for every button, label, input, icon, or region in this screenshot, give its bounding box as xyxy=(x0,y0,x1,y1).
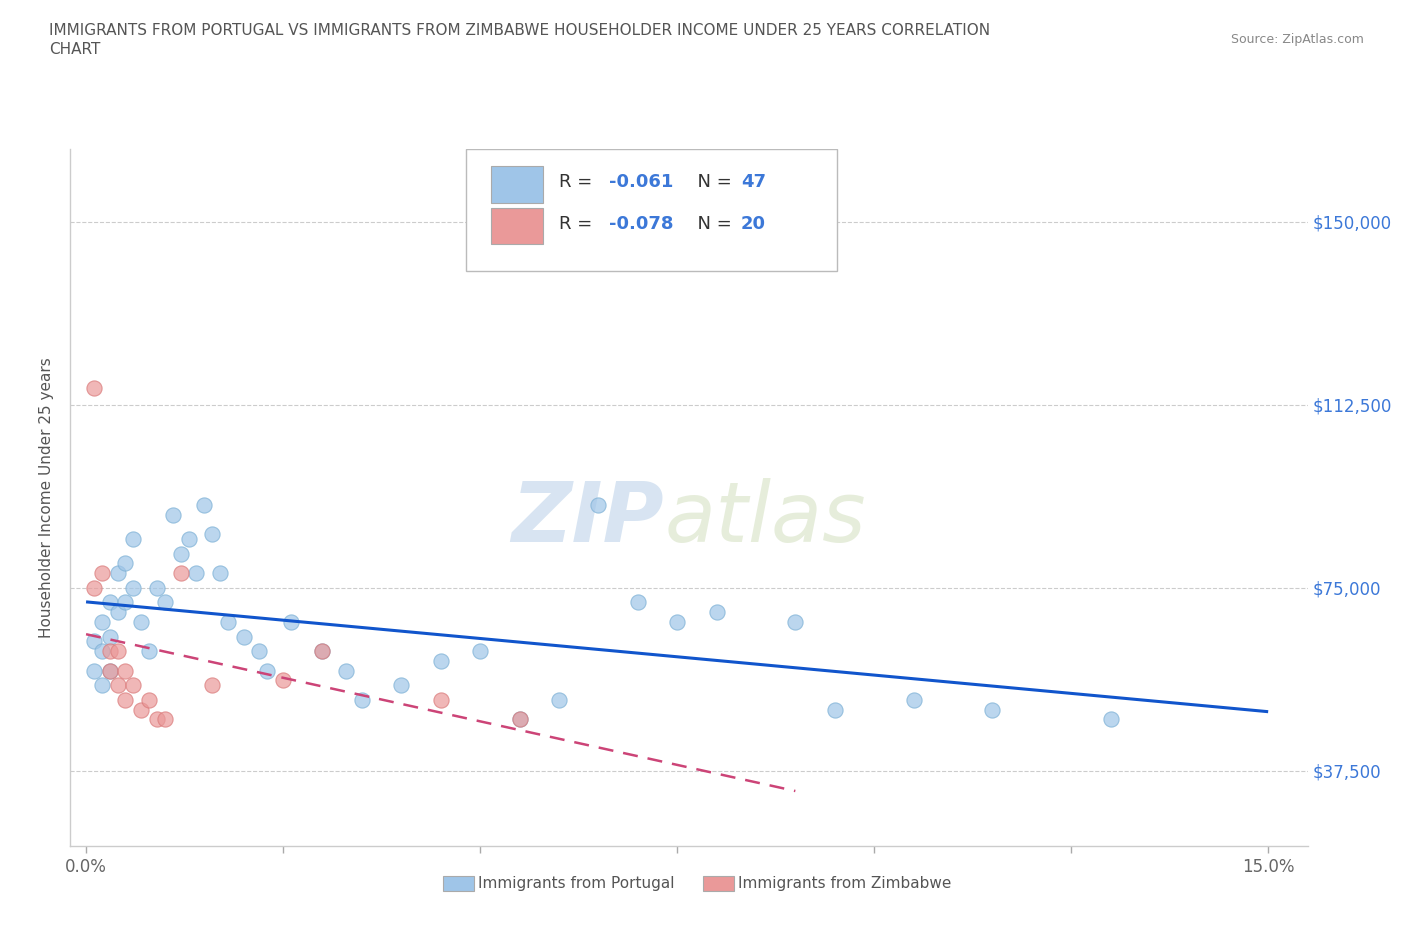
Point xyxy=(90,678,112,693)
Point xyxy=(785,615,807,630)
Point xyxy=(114,663,136,678)
Point xyxy=(90,565,112,580)
Point xyxy=(129,702,152,717)
Point xyxy=(107,565,129,580)
Point xyxy=(389,678,412,693)
Text: 20: 20 xyxy=(741,215,766,233)
Point xyxy=(169,546,191,561)
Y-axis label: Householder Income Under 25 years: Householder Income Under 25 years xyxy=(39,357,55,638)
Point xyxy=(162,507,184,522)
Point xyxy=(627,595,650,610)
Point xyxy=(129,615,152,630)
Point xyxy=(232,629,254,644)
Point xyxy=(114,595,136,610)
Point xyxy=(1099,712,1122,727)
Point xyxy=(90,644,112,658)
Point xyxy=(169,565,191,580)
Point xyxy=(98,595,121,610)
FancyBboxPatch shape xyxy=(491,166,543,203)
Point xyxy=(186,565,208,580)
Point xyxy=(98,663,121,678)
Point xyxy=(508,712,530,727)
Point xyxy=(98,629,121,644)
Point xyxy=(122,532,145,547)
Text: Source: ZipAtlas.com: Source: ZipAtlas.com xyxy=(1230,33,1364,46)
Point xyxy=(311,644,333,658)
Point xyxy=(208,565,231,580)
FancyBboxPatch shape xyxy=(467,149,838,271)
Point xyxy=(114,693,136,708)
Point xyxy=(335,663,357,678)
Point xyxy=(468,644,491,658)
Point xyxy=(508,712,530,727)
Point xyxy=(98,663,121,678)
Point xyxy=(83,634,105,649)
Point xyxy=(177,532,200,547)
Point xyxy=(153,595,176,610)
Point xyxy=(903,693,925,708)
Point xyxy=(122,580,145,595)
Point xyxy=(122,678,145,693)
Point xyxy=(824,702,846,717)
Text: IMMIGRANTS FROM PORTUGAL VS IMMIGRANTS FROM ZIMBABWE HOUSEHOLDER INCOME UNDER 25: IMMIGRANTS FROM PORTUGAL VS IMMIGRANTS F… xyxy=(49,23,990,38)
Text: N =: N = xyxy=(686,215,738,233)
Point xyxy=(193,498,215,512)
Point xyxy=(153,712,176,727)
Text: R =: R = xyxy=(560,215,598,233)
Point xyxy=(217,615,239,630)
Point xyxy=(146,580,169,595)
Point xyxy=(146,712,169,727)
Point xyxy=(138,644,160,658)
Point xyxy=(981,702,1004,717)
Point xyxy=(588,498,610,512)
Point xyxy=(201,526,224,541)
Text: CHART: CHART xyxy=(49,42,101,57)
Point xyxy=(706,604,728,619)
Point xyxy=(429,693,451,708)
Point xyxy=(107,644,129,658)
Point xyxy=(256,663,278,678)
Point xyxy=(83,580,105,595)
Text: -0.061: -0.061 xyxy=(609,173,673,192)
Text: N =: N = xyxy=(686,173,738,192)
Point xyxy=(114,556,136,571)
Text: -0.078: -0.078 xyxy=(609,215,673,233)
Point xyxy=(107,604,129,619)
Text: ZIP: ZIP xyxy=(512,478,664,559)
Point xyxy=(666,615,689,630)
Point xyxy=(201,678,224,693)
Text: atlas: atlas xyxy=(664,478,866,559)
Text: Immigrants from Zimbabwe: Immigrants from Zimbabwe xyxy=(738,876,952,891)
Text: 47: 47 xyxy=(741,173,766,192)
Point xyxy=(350,693,373,708)
Point xyxy=(83,663,105,678)
Point xyxy=(548,693,571,708)
Point xyxy=(311,644,333,658)
Point xyxy=(90,615,112,630)
Point xyxy=(98,644,121,658)
Point xyxy=(83,380,105,395)
Text: R =: R = xyxy=(560,173,598,192)
Point xyxy=(107,678,129,693)
Point xyxy=(280,615,302,630)
Point xyxy=(138,693,160,708)
Text: Immigrants from Portugal: Immigrants from Portugal xyxy=(478,876,675,891)
Point xyxy=(271,673,294,688)
Point xyxy=(429,654,451,669)
Point xyxy=(249,644,271,658)
FancyBboxPatch shape xyxy=(491,208,543,245)
